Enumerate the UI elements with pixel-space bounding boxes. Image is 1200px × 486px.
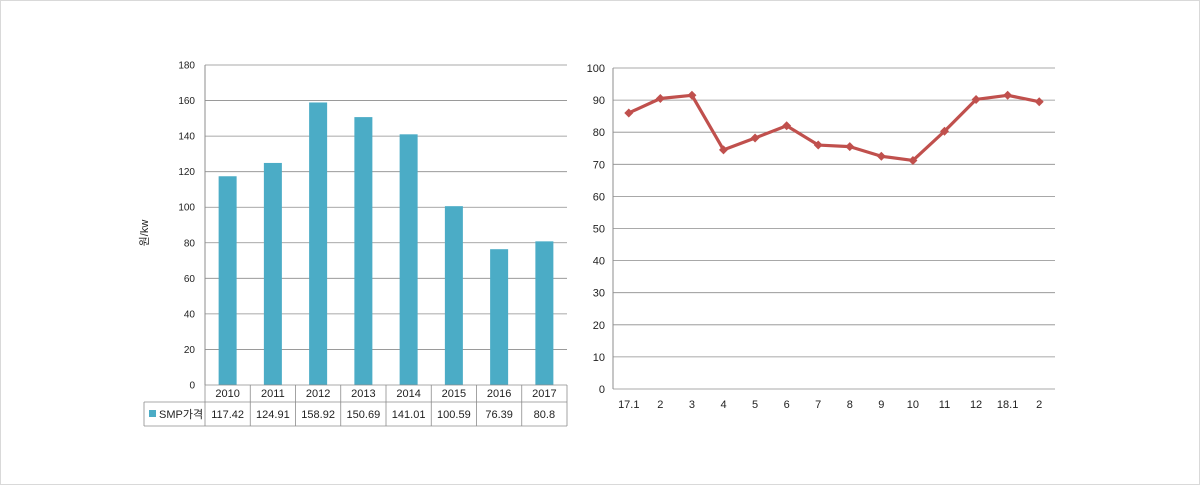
- legend-swatch: [149, 410, 156, 417]
- line-point: [1003, 90, 1013, 100]
- data-table-grid: [143, 384, 568, 427]
- bar-y-tick-label: 20: [184, 345, 196, 356]
- line-x-tick-label: 12: [970, 399, 982, 411]
- bar-category-label: 2013: [351, 388, 375, 400]
- line-y-tick-label: 40: [593, 256, 605, 268]
- line-point: [813, 140, 823, 150]
- line-y-tick-label: 30: [593, 288, 605, 300]
- line-y-tick-label: 60: [593, 191, 605, 203]
- line-point: [687, 90, 697, 100]
- line-point: [719, 145, 728, 155]
- line-point: [782, 121, 792, 131]
- line-x-tick-label: 18.1: [997, 399, 1018, 411]
- line-point: [624, 108, 634, 118]
- line-x-tick-label: 3: [689, 399, 695, 411]
- line-point: [750, 133, 760, 143]
- data-table-value: 117.42: [211, 409, 244, 421]
- line-point: [655, 93, 665, 103]
- bar: [399, 134, 418, 385]
- bar-y-tick-label: 180: [178, 61, 195, 72]
- line-x-tick-label: 2: [657, 399, 663, 411]
- data-table-value: 150.69: [347, 409, 381, 421]
- legend-series-name: SMP가격: [159, 408, 203, 421]
- bar-category-label: 2016: [487, 388, 511, 400]
- bar-y-tick-label: 60: [184, 274, 196, 285]
- bar-category-label: 2011: [261, 388, 285, 400]
- line-y-tick-label: 90: [593, 95, 605, 107]
- line-y-tick-label: 0: [599, 384, 605, 396]
- bar-chart: 0 20 40 60 80 100 120 140 160 180 원/kw 2010 117.42 20…: [138, 61, 568, 427]
- bar-y-tick-label: 100: [178, 203, 195, 214]
- bar-y-tick-label: 80: [184, 238, 196, 249]
- bar: [354, 117, 373, 386]
- line-point: [1034, 97, 1044, 107]
- bar-category-label: 2015: [442, 388, 466, 400]
- data-table-value: 158.92: [301, 409, 335, 421]
- line-x-tick-label: 4: [720, 399, 726, 411]
- line-x-tick-label: 10: [907, 399, 919, 411]
- line-y-tick-label: 10: [593, 352, 605, 364]
- bar-y-axis-title: 원/kw: [138, 220, 151, 247]
- line-y-tick-label: 70: [593, 159, 605, 171]
- data-table-value: 141.01: [392, 409, 426, 421]
- line-point: [908, 155, 918, 165]
- bar-category-label: 2014: [396, 388, 420, 400]
- bar-category-label: 2012: [306, 388, 330, 400]
- line-x-tick-label: 17.1: [618, 399, 639, 411]
- line-x-tick-label: 7: [815, 399, 821, 411]
- line-point: [971, 94, 981, 104]
- bar-y-tick-label: 140: [178, 132, 195, 143]
- line-y-tick-label: 80: [593, 127, 605, 139]
- bar-category-label: 2017: [532, 388, 556, 400]
- bar: [444, 206, 463, 385]
- bar: [263, 162, 282, 385]
- line-chart: 0 10 20 30 40 50 60 70 80 90 100 17.1 2 3 4 5 6 7 8 9 10 11 12…: [587, 63, 1055, 411]
- line-point: [940, 126, 949, 136]
- line-point: [876, 151, 886, 161]
- bar-y-tick-label: 120: [178, 167, 195, 178]
- line-x-tick-label: 6: [784, 399, 790, 411]
- data-table-value: 80.8: [534, 409, 555, 421]
- bar: [309, 102, 328, 385]
- bar-y-tick-label: 0: [189, 381, 195, 392]
- bar: [218, 176, 237, 385]
- line-y-tick-label: 100: [587, 63, 605, 75]
- line-x-tick-label: 2: [1036, 399, 1042, 411]
- data-table-value: 124.91: [256, 409, 290, 421]
- data-table-value: 100.59: [437, 409, 471, 421]
- line-y-tick-label: 50: [593, 224, 605, 236]
- line-x-tick-label: 5: [752, 399, 758, 411]
- line-y-tick-label: 20: [593, 320, 605, 332]
- line-point: [845, 142, 855, 152]
- bar-category-label: 2010: [215, 388, 239, 400]
- line-x-tick-label: 8: [847, 399, 853, 411]
- bar-y-tick-label: 40: [184, 309, 196, 320]
- data-table-value: 76.39: [485, 409, 513, 421]
- bar: [535, 241, 554, 385]
- line-x-tick-label: 11: [939, 399, 950, 411]
- line-x-tick-label: 9: [878, 399, 884, 411]
- bar-y-tick-label: 160: [178, 96, 195, 107]
- line-series: [628, 93, 1040, 163]
- bar: [490, 249, 509, 385]
